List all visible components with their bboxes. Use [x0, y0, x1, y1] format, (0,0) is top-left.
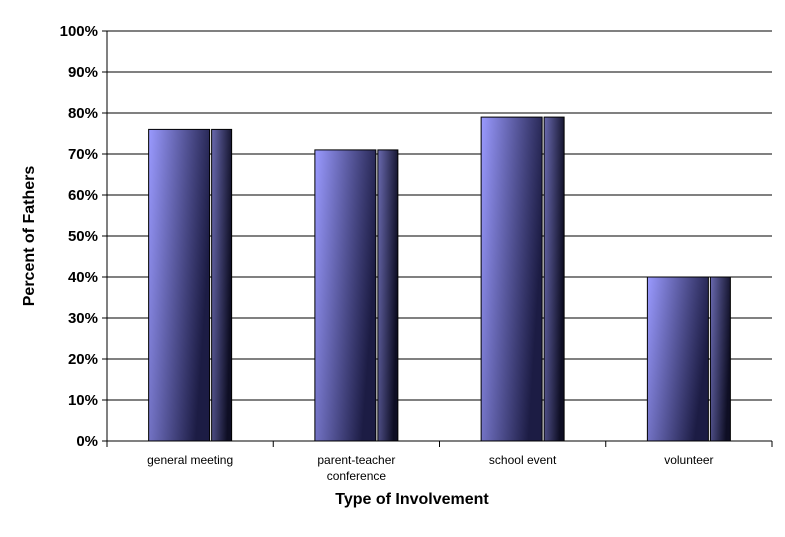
- bar-front: [646, 276, 709, 442]
- y-tick-label: 20%: [68, 351, 98, 368]
- bar: [148, 128, 233, 442]
- bar: [480, 116, 565, 442]
- bar: [646, 276, 731, 442]
- y-tick-label: 100%: [60, 23, 98, 40]
- y-axis-ticks: 0% 10% 20% 30% 40% 50% 60% 70% 80% 90% 100%: [60, 23, 107, 450]
- bar-side: [377, 149, 399, 442]
- x-category-label: parent-teacher conference: [317, 453, 395, 483]
- bars: [148, 116, 731, 442]
- y-axis-title: Percent of Fathers: [21, 166, 38, 307]
- y-tick-label: 80%: [68, 105, 98, 122]
- x-axis-labels: general meeting parent-teacher conference s…: [147, 453, 713, 483]
- x-category-label-line: volunteer: [664, 453, 713, 467]
- axes: [106, 31, 773, 447]
- x-category-label-line: conference: [327, 469, 387, 483]
- y-tick-label: 10%: [68, 392, 98, 409]
- y-tick-label: 70%: [68, 146, 98, 163]
- bar-side: [709, 276, 731, 442]
- x-category-label-line: school event: [489, 453, 557, 467]
- x-category-label: general meeting: [147, 453, 233, 467]
- bar-front: [148, 128, 211, 442]
- y-tick-label: 0%: [76, 433, 98, 450]
- bar-front: [314, 149, 377, 442]
- x-category-label-line: parent-teacher: [317, 453, 395, 467]
- x-category-label: volunteer: [664, 453, 713, 467]
- bar-side: [543, 116, 565, 442]
- y-tick-label: 60%: [68, 187, 98, 204]
- y-tick-label: 30%: [68, 310, 98, 327]
- y-tick-label: 50%: [68, 228, 98, 245]
- bar-side: [211, 128, 233, 442]
- y-tick-label: 40%: [68, 269, 98, 286]
- x-category-label: school event: [489, 453, 557, 467]
- bar-front: [480, 116, 543, 442]
- x-axis-title: Type of Involvement: [335, 491, 489, 508]
- y-tick-label: 90%: [68, 64, 98, 81]
- x-category-label-line: general meeting: [147, 453, 233, 467]
- bar: [314, 149, 399, 442]
